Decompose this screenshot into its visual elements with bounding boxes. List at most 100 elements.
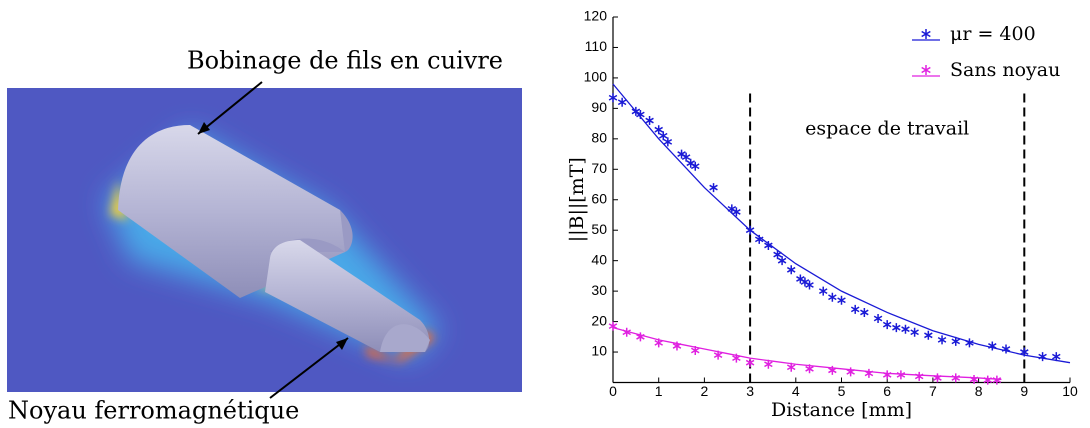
data-point — [988, 341, 997, 351]
data-point — [677, 149, 686, 159]
data-point — [672, 341, 682, 351]
data-point — [796, 274, 805, 284]
data-point — [1020, 347, 1029, 357]
arrow — [269, 337, 349, 399]
x-tick-label: 3 — [746, 383, 754, 399]
data-point — [901, 324, 910, 334]
data-point — [754, 234, 764, 244]
y-tick-label: 120 — [584, 8, 608, 24]
data-point — [690, 161, 700, 171]
data-point — [969, 374, 979, 384]
y-tick-label: 110 — [585, 38, 608, 54]
data-point — [805, 364, 814, 374]
legend-label: Sans noyau — [950, 59, 1060, 81]
x-tick-label: 8 — [975, 383, 983, 399]
data-point — [882, 370, 892, 380]
data-point — [690, 346, 700, 356]
data-point — [937, 335, 947, 345]
x-tick-label: 6 — [883, 383, 891, 399]
y-tick-label: 80 — [591, 130, 607, 146]
data-point — [805, 280, 814, 290]
legend-label: μr = 400 — [950, 23, 1036, 45]
data-point — [786, 362, 796, 372]
data-point — [800, 277, 810, 287]
fit-curve — [612, 327, 1002, 381]
data-point — [727, 204, 737, 214]
data-point — [713, 350, 723, 360]
data-point — [837, 295, 846, 305]
data-point — [818, 286, 828, 296]
y-tick-label: 40 — [591, 251, 607, 267]
arrow-head — [198, 122, 210, 134]
x-tick-label: 9 — [1020, 383, 1028, 399]
legend-marker — [921, 29, 931, 39]
data-point — [882, 320, 892, 330]
data-point — [622, 327, 631, 337]
y-tick-label: 10 — [591, 343, 607, 359]
data-point — [951, 336, 961, 346]
data-point — [654, 125, 663, 135]
data-point — [1052, 352, 1061, 362]
data-point — [732, 353, 741, 363]
data-point — [951, 373, 961, 383]
label: Bobinage de fils en cuivre — [187, 47, 503, 75]
data-point — [933, 373, 942, 383]
data-point — [983, 375, 993, 385]
data-point — [924, 330, 933, 340]
data-point — [914, 371, 924, 381]
data-point — [745, 225, 755, 235]
fit-curve — [612, 83, 1071, 364]
data-point — [686, 158, 695, 168]
x-tick-label: 2 — [701, 383, 709, 399]
y-tick-label: 100 — [584, 69, 608, 85]
data-point — [777, 256, 787, 266]
data-point — [846, 367, 855, 377]
annotation: espace de travail — [805, 118, 969, 140]
data-point — [828, 365, 837, 375]
data-point — [1038, 352, 1047, 362]
data-point — [773, 250, 782, 260]
core — [265, 240, 430, 352]
data-point — [636, 109, 645, 119]
chart: 10 20 30 40 50 60 70 80 90 100 110 120 0 1 2 3 4 5 6 7 8 9 10 D… — [566, 8, 1078, 421]
core-face — [380, 324, 430, 352]
data-point — [864, 368, 874, 378]
arrow — [197, 81, 263, 135]
label: Noyau ferromagnétique — [8, 397, 299, 425]
data-point — [786, 265, 796, 275]
legend-marker — [921, 65, 931, 75]
data-point — [636, 332, 645, 342]
data-point — [1001, 344, 1011, 354]
x-tick-label: 0 — [609, 383, 617, 399]
y-tick-label: 70 — [591, 160, 607, 176]
data-point — [764, 359, 773, 369]
y-tick-label: 90 — [591, 99, 607, 115]
data-point — [992, 375, 1002, 385]
x-tick-label: 1 — [655, 383, 663, 399]
data-point — [896, 370, 906, 380]
data-point — [617, 97, 627, 107]
data-point — [892, 323, 901, 333]
data-point — [681, 152, 691, 162]
y-tick-label: 30 — [591, 282, 607, 298]
simulation-image: Bobinage de fils en cuivre Noyau ferroma… — [7, 47, 522, 425]
x-tick-label: 7 — [929, 383, 937, 399]
x-tick-label: 10 — [1062, 383, 1078, 399]
x-axis-label: Distance [mm] — [771, 399, 912, 421]
y-tick-label: 20 — [591, 312, 607, 328]
data-point — [732, 207, 741, 217]
data-point — [645, 116, 654, 126]
data-point — [608, 93, 618, 103]
x-tick-label: 4 — [792, 383, 800, 399]
data-point — [828, 292, 837, 302]
data-point — [873, 314, 883, 324]
x-tick-label: 5 — [838, 383, 846, 399]
y-axis-label: ||B||[mT] — [566, 157, 588, 242]
arrow-head — [336, 338, 348, 350]
data-point — [658, 131, 668, 141]
data-point — [965, 338, 974, 348]
data-point — [709, 183, 718, 193]
data-point — [764, 240, 773, 250]
